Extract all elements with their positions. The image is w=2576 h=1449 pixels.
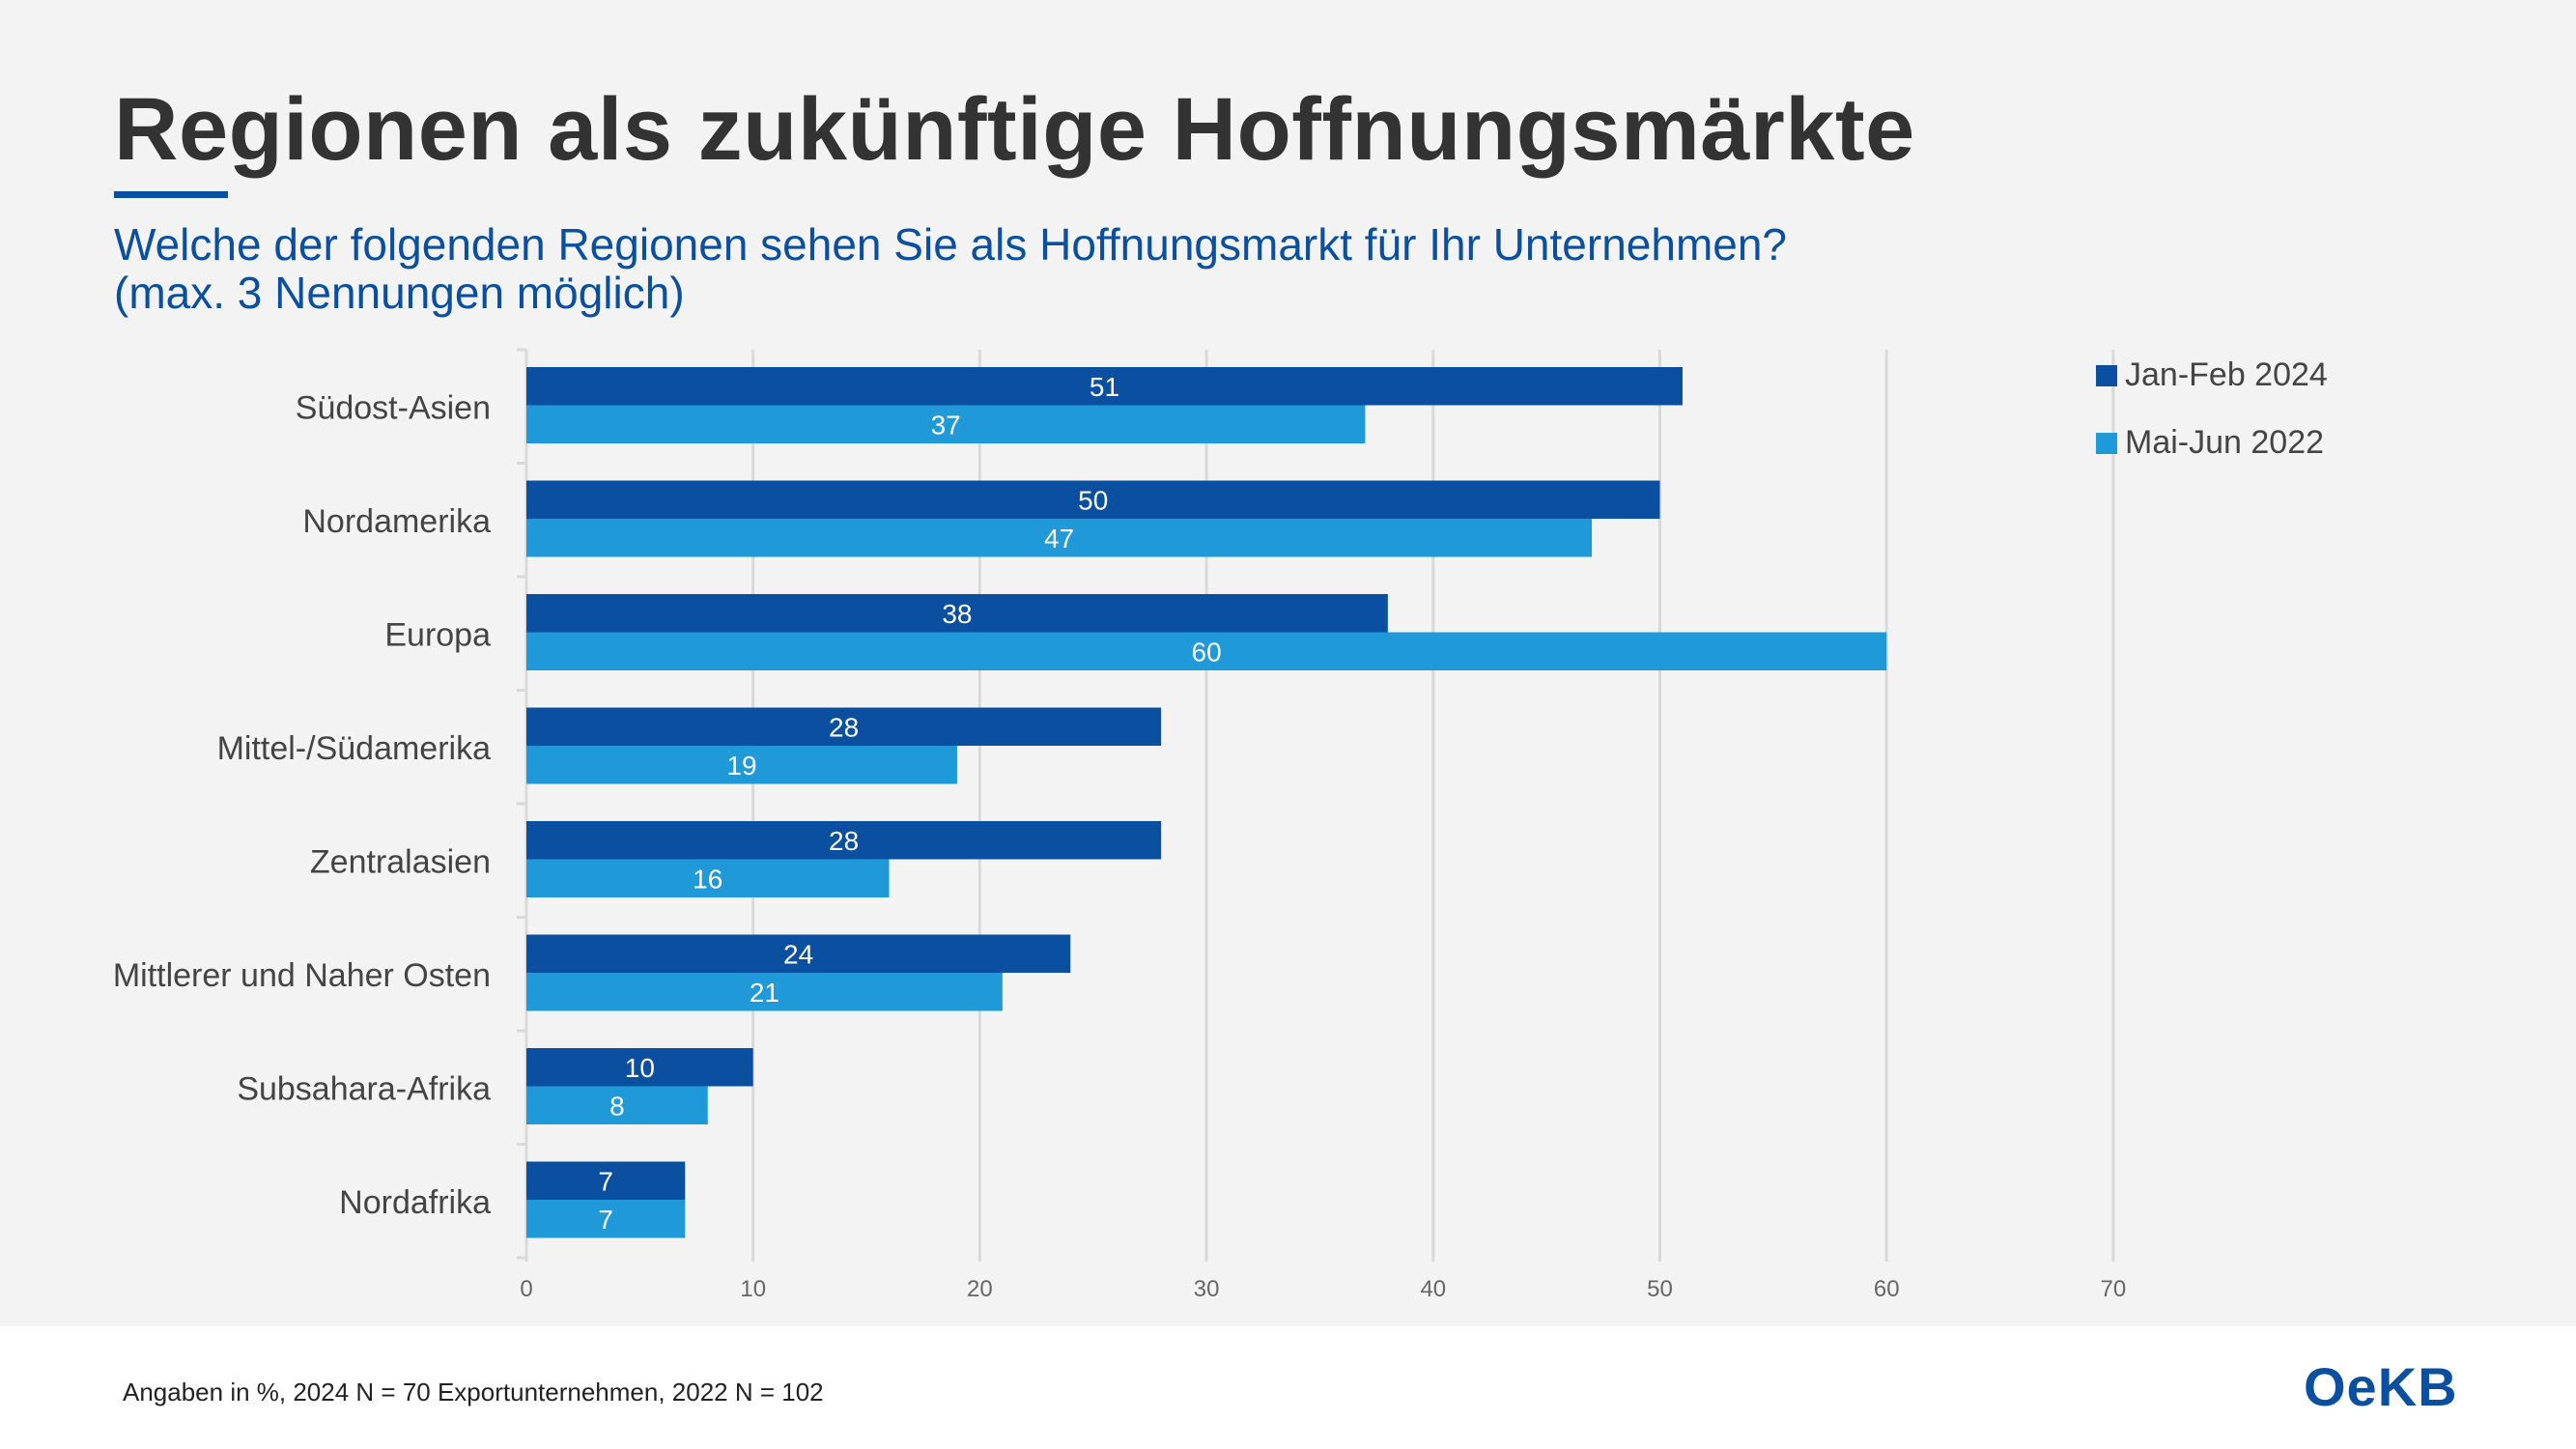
data-label: 16 [693,864,722,894]
category-label: Subsahara-Afrika [237,1071,491,1108]
data-label: 38 [942,599,972,629]
page-subtitle: Welche der folgenden Regionen sehen Sie … [114,220,1787,317]
data-label: 19 [726,751,756,781]
subtitle-line-1: Welche der folgenden Regionen sehen Sie … [114,219,1788,270]
legend-label: Jan-Feb 2024 [2125,356,2328,393]
bars-layer [526,367,1887,1238]
bar [526,594,1388,633]
data-label: 50 [1078,485,1108,515]
title-underline [114,191,228,198]
data-label: 8 [609,1091,625,1121]
page-title: Regionen als zukünftige Hoffnungsmärkte [114,80,1915,179]
data-label: 21 [750,978,779,1008]
data-label: 51 [1090,372,1119,402]
bar [526,367,1683,406]
category-label: Mittlerer und Naher Osten [113,957,491,994]
x-tick-label: 70 [2101,1276,2127,1302]
x-tick-label: 40 [1420,1276,1446,1302]
bar [526,632,1887,670]
subtitle-line-2: (max. 3 Nennungen möglich) [114,268,685,318]
data-label: 28 [829,712,859,742]
legend-swatch [2096,433,2117,454]
svg-text:OeKB: OeKB [2304,1357,2458,1415]
category-label: Zentralasien [310,844,491,881]
x-tick-label: 50 [1647,1276,1673,1302]
data-label: 7 [598,1205,613,1235]
x-tick-label: 10 [740,1276,766,1302]
bar [526,1161,686,1200]
footer-note: Angaben in %, 2024 N = 70 Exportunterneh… [123,1378,824,1406]
bar [526,821,1162,860]
bar [526,519,1593,557]
data-label: 7 [598,1166,613,1196]
data-label: 28 [829,826,859,856]
x-tick-label: 20 [967,1276,993,1302]
bar [526,859,890,897]
bar-chart: 0 10 20 30 40 50 60 70 Südost-Asien 51 37 Nordameri… [113,348,2328,1302]
category-label: Nordafrika [339,1184,491,1221]
category-label: Südost-Asien [296,390,491,427]
bar [526,1048,753,1087]
x-tick-label: 60 [1874,1276,1900,1302]
bar [526,1200,686,1238]
data-label: 24 [783,939,813,969]
bar [526,480,1660,519]
legend-label: Mai-Jun 2022 [2125,424,2324,461]
legend: Jan-Feb 2024 Mai-Jun 2022 [2096,356,2328,461]
x-tick-label: 0 [520,1276,532,1302]
legend-swatch [2096,365,2117,386]
bar [526,1086,708,1124]
data-label: 47 [1044,524,1074,554]
bar [526,934,1071,973]
category-label: Nordamerika [302,503,491,540]
bar [526,707,1162,746]
data-label: 37 [931,410,961,440]
category-label: Mittel-/Südamerika [217,730,492,767]
x-tick-label: 30 [1194,1276,1220,1302]
labels-layer: 0 10 20 30 40 50 60 70 Südost-Asien 51 37 Nordameri… [113,372,2126,1302]
bar [526,973,1003,1011]
data-label: 60 [1192,637,1222,667]
bar [526,746,957,784]
category-label: Europa [384,617,491,654]
bar [526,405,1366,443]
oekb-logo: OeKB [2304,1357,2458,1415]
data-label: 10 [625,1053,655,1083]
